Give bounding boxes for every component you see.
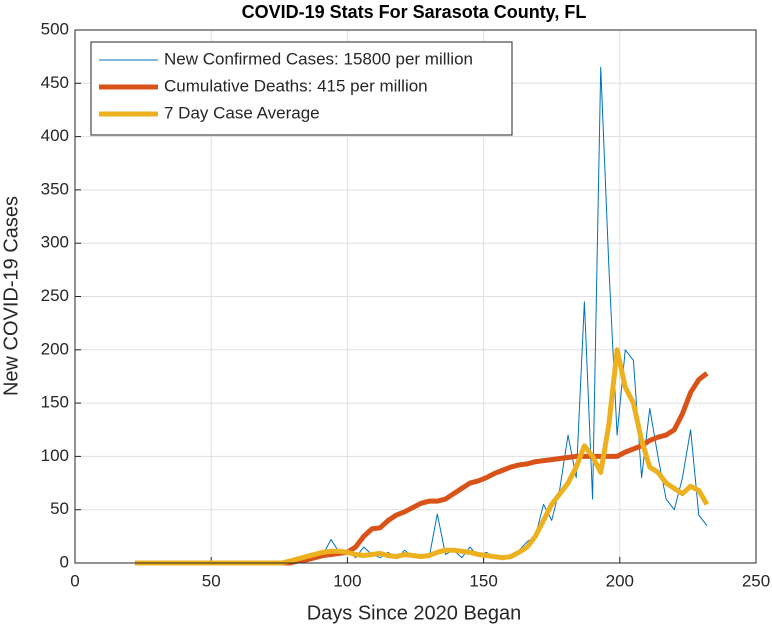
y-tick-label: 150 [41, 393, 69, 412]
legend-label: New Confirmed Cases: 15800 per million [164, 49, 473, 68]
x-tick-label: 150 [469, 571, 497, 590]
y-tick-label: 50 [50, 499, 69, 518]
x-axis-label: Days Since 2020 Began [307, 602, 522, 624]
x-tick-label: 50 [202, 571, 221, 590]
y-tick-label: 0 [60, 552, 69, 571]
legend-label: 7 Day Case Average [164, 103, 320, 122]
y-tick-label: 200 [41, 339, 69, 358]
y-tick-label: 450 [41, 73, 69, 92]
y-tick-label: 500 [41, 19, 69, 38]
chart-title: COVID-19 Stats For Sarasota County, FL [242, 2, 587, 22]
legend-box [90, 41, 513, 136]
x-tick-label: 0 [70, 571, 79, 590]
x-tick-label: 250 [742, 571, 770, 590]
y-tick-label: 350 [41, 179, 69, 198]
legend-label: Cumulative Deaths: 415 per million [164, 76, 428, 95]
y-tick-label: 250 [41, 286, 69, 305]
y-tick-label: 300 [41, 233, 69, 252]
x-tick-label: 100 [333, 571, 361, 590]
plot-frame [74, 29, 757, 564]
y-tick-label: 100 [41, 446, 69, 465]
x-tick-label: 200 [606, 571, 634, 590]
y-axis-label: New COVID-19 Cases [0, 196, 22, 396]
y-tick-label: 400 [41, 126, 69, 145]
